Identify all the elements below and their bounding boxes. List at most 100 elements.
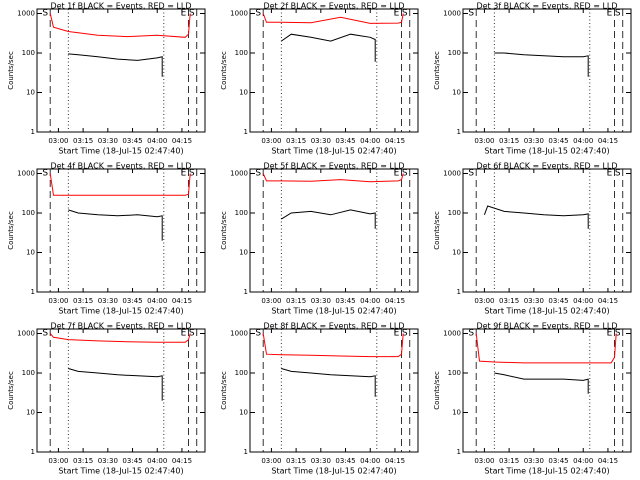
x-tick-label: 04:00 bbox=[360, 137, 380, 145]
marker-label: E bbox=[607, 329, 613, 339]
series-line bbox=[262, 173, 404, 183]
series-line bbox=[49, 333, 191, 343]
x-tick-label: 03:45 bbox=[122, 137, 142, 145]
plot-frame bbox=[249, 328, 419, 453]
x-tick-label: 03:45 bbox=[122, 297, 142, 305]
marker-label: S bbox=[42, 9, 48, 19]
y-tick-label: 1000 bbox=[230, 330, 248, 338]
x-tick-label: 03:15 bbox=[73, 297, 93, 305]
plot-frame bbox=[462, 328, 632, 453]
series-line bbox=[68, 53, 163, 77]
x-tick-label: 04:15 bbox=[385, 137, 405, 145]
x-tick-label: 03:30 bbox=[98, 297, 118, 305]
x-axis-label: Start Time (18-Jul-15 02:47:40) bbox=[484, 307, 609, 316]
x-tick-label: 03:00 bbox=[474, 297, 494, 305]
series-line bbox=[68, 368, 163, 401]
marker-label: E bbox=[394, 9, 400, 19]
x-tick-label: 03:45 bbox=[335, 457, 355, 465]
series-line bbox=[262, 13, 404, 24]
x-tick-label: 03:15 bbox=[73, 137, 93, 145]
x-tick-label: 03:15 bbox=[499, 457, 519, 465]
x-tick-label: 03:15 bbox=[73, 457, 93, 465]
x-tick-label: 03:15 bbox=[499, 297, 519, 305]
y-tick-label: 1000 bbox=[17, 170, 35, 178]
x-tick-label: 03:30 bbox=[98, 137, 118, 145]
x-tick-label: 04:00 bbox=[360, 457, 380, 465]
marker-label: S bbox=[42, 329, 48, 339]
y-tick-label: 1 bbox=[457, 288, 461, 296]
marker-label: E bbox=[394, 169, 400, 179]
marker-label: S bbox=[255, 329, 261, 339]
x-tick-label: 03:30 bbox=[524, 297, 544, 305]
y-tick-label: 1000 bbox=[17, 330, 35, 338]
x-tick-label: 03:00 bbox=[261, 457, 281, 465]
x-tick-label: 03:15 bbox=[286, 137, 306, 145]
x-tick-label: 04:00 bbox=[147, 137, 167, 145]
series-line bbox=[494, 52, 589, 77]
x-tick-label: 03:30 bbox=[311, 457, 331, 465]
y-tick-label: 10 bbox=[26, 249, 35, 257]
y-axis-label: Counts/sec bbox=[433, 211, 441, 250]
x-tick-label: 04:15 bbox=[172, 137, 192, 145]
marker-label: S bbox=[468, 169, 474, 179]
y-tick-label: 1 bbox=[244, 288, 248, 296]
marker-label: E bbox=[607, 169, 613, 179]
x-tick-label: 03:00 bbox=[261, 137, 281, 145]
x-tick-label: 03:00 bbox=[48, 457, 68, 465]
plot-frame bbox=[249, 8, 419, 133]
series-line bbox=[281, 368, 376, 397]
x-tick-label: 04:15 bbox=[385, 297, 405, 305]
chart-title: Det 6f BLACK = Events, RED = LLD bbox=[476, 162, 617, 171]
y-axis-label: Counts/sec bbox=[433, 371, 441, 410]
x-tick-label: 04:00 bbox=[360, 297, 380, 305]
x-tick-label: 03:15 bbox=[499, 137, 519, 145]
x-axis-label: Start Time (18-Jul-15 02:47:40) bbox=[271, 147, 396, 156]
y-tick-label: 10 bbox=[26, 409, 35, 417]
x-tick-label: 03:30 bbox=[98, 457, 118, 465]
y-tick-label: 1 bbox=[457, 448, 461, 456]
marker-label: S bbox=[402, 9, 408, 19]
marker-label: S bbox=[402, 329, 408, 339]
y-tick-label: 1 bbox=[244, 448, 248, 456]
y-tick-label: 100 bbox=[448, 369, 461, 377]
series-line bbox=[494, 372, 589, 394]
y-axis-label: Counts/sec bbox=[7, 211, 15, 250]
marker-label: S bbox=[402, 169, 408, 179]
x-tick-label: 04:15 bbox=[598, 457, 618, 465]
x-tick-label: 03:45 bbox=[548, 137, 568, 145]
y-tick-label: 10 bbox=[26, 89, 35, 97]
x-tick-label: 03:30 bbox=[524, 137, 544, 145]
y-tick-label: 100 bbox=[22, 209, 35, 217]
x-tick-label: 03:45 bbox=[335, 137, 355, 145]
y-tick-label: 100 bbox=[448, 209, 461, 217]
y-tick-label: 1000 bbox=[443, 330, 461, 338]
y-axis-label: Counts/sec bbox=[220, 371, 228, 410]
chart-title: Det 8f BLACK = Events, RED = LLD bbox=[263, 322, 404, 331]
plot-frame bbox=[249, 168, 419, 293]
y-tick-label: 100 bbox=[235, 369, 248, 377]
y-tick-label: 10 bbox=[452, 409, 461, 417]
series-line bbox=[475, 333, 617, 364]
x-tick-label: 04:15 bbox=[598, 137, 618, 145]
x-tick-label: 04:15 bbox=[172, 457, 192, 465]
series-line bbox=[68, 209, 163, 241]
y-tick-label: 1 bbox=[244, 128, 248, 136]
y-tick-label: 10 bbox=[239, 409, 248, 417]
series-line bbox=[262, 333, 404, 358]
marker-label: E bbox=[181, 9, 187, 19]
marker-label: E bbox=[607, 9, 613, 19]
marker-label: S bbox=[615, 9, 621, 19]
y-tick-label: 100 bbox=[448, 49, 461, 57]
x-tick-label: 03:30 bbox=[524, 457, 544, 465]
x-tick-label: 03:00 bbox=[48, 297, 68, 305]
series-line bbox=[49, 13, 191, 38]
chart-title: Det 5f BLACK = Events, RED = LLD bbox=[263, 162, 404, 171]
x-tick-label: 04:00 bbox=[573, 457, 593, 465]
x-axis-label: Start Time (18-Jul-15 02:47:40) bbox=[271, 467, 396, 476]
chart-title: Det 2f BLACK = Events, RED = LLD bbox=[263, 2, 404, 11]
y-axis-label: Counts/sec bbox=[7, 51, 15, 90]
marker-label: S bbox=[255, 169, 261, 179]
y-tick-label: 1000 bbox=[230, 170, 248, 178]
plot-frame bbox=[462, 8, 632, 133]
